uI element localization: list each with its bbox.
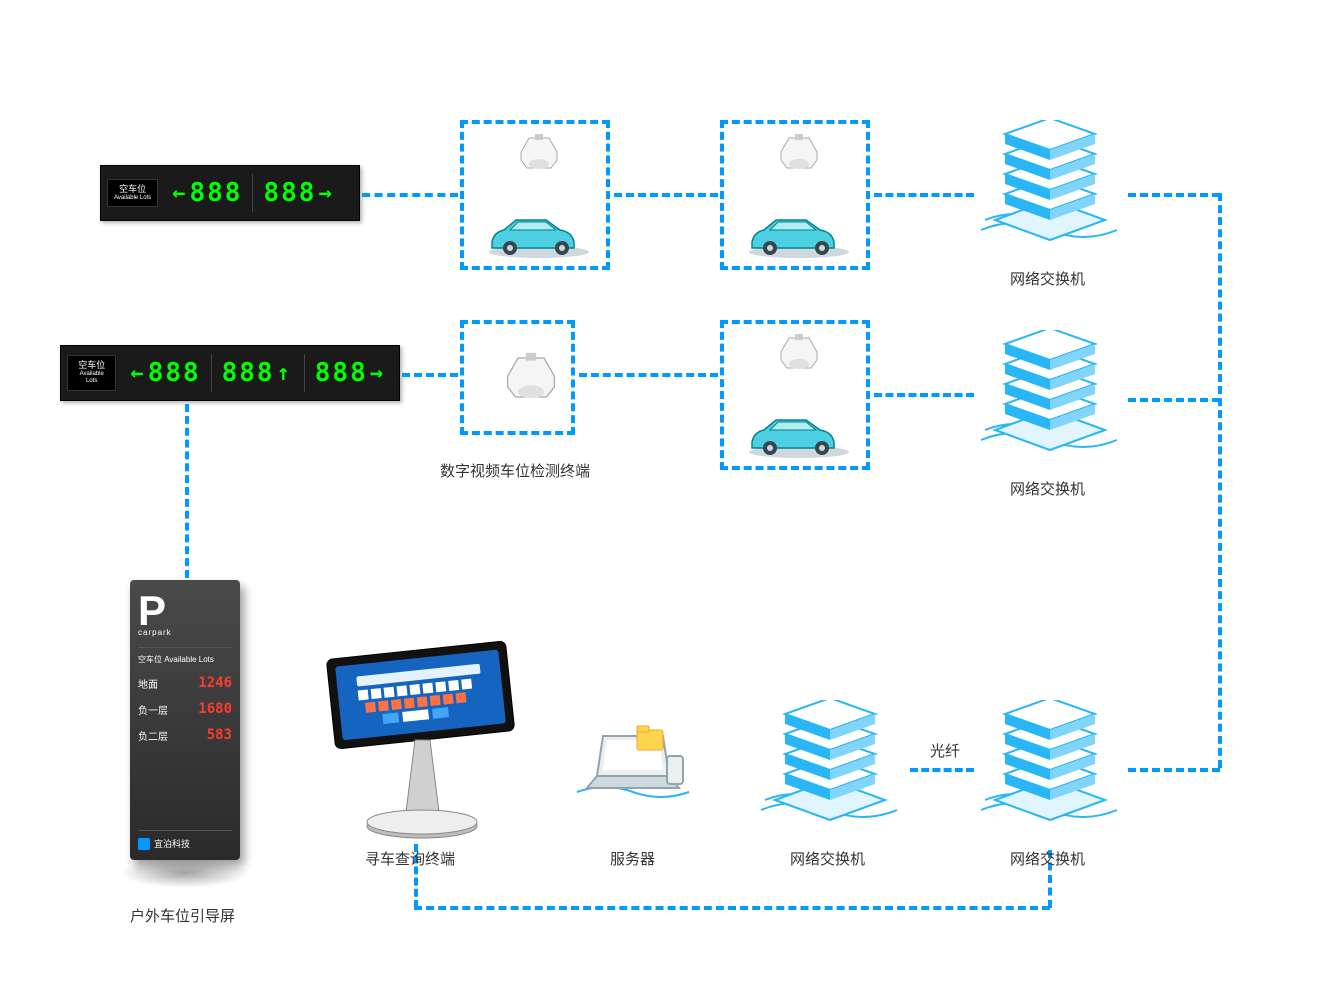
led-value: 888 bbox=[222, 358, 275, 388]
led-segment: 888 ↑ bbox=[216, 358, 300, 388]
connector-line bbox=[185, 404, 189, 578]
divider bbox=[304, 354, 305, 392]
network-switch-icon bbox=[975, 330, 1125, 470]
connector-line bbox=[1128, 398, 1220, 402]
brand-text: 宜泊科技 bbox=[154, 837, 190, 850]
connector-line bbox=[1128, 768, 1220, 772]
led-title-cn: 空车位 bbox=[74, 360, 109, 371]
server-icon bbox=[575, 720, 695, 820]
connector-line bbox=[874, 193, 974, 197]
led-segment: 888 → bbox=[257, 178, 341, 208]
led-value: 888 bbox=[315, 358, 368, 388]
p-row-value: 1246 bbox=[198, 675, 232, 691]
sign-shadow bbox=[120, 858, 250, 888]
sensor-icon bbox=[464, 324, 579, 439]
led-value: 888 bbox=[190, 178, 243, 208]
divider bbox=[211, 354, 212, 392]
label-network-switch: 网络交换机 bbox=[1010, 268, 1085, 289]
detection-box bbox=[460, 120, 610, 270]
detection-box bbox=[720, 320, 870, 470]
sensor-car-icon bbox=[464, 124, 614, 274]
led-segment: ← 888 bbox=[122, 358, 206, 388]
p-row: 负一层 1680 bbox=[138, 701, 232, 717]
network-switch-icon bbox=[975, 700, 1125, 840]
led-title-en: Available Lots bbox=[114, 195, 151, 202]
connector-line bbox=[402, 373, 458, 377]
label-fiber: 光纤 bbox=[930, 740, 960, 761]
p-row-value: 1680 bbox=[198, 701, 232, 717]
led-title-en: Available Lots bbox=[74, 371, 109, 385]
p-row: 地面 1246 bbox=[138, 675, 232, 691]
arrow-left-icon: ← bbox=[130, 361, 145, 386]
led-label: 空车位 Available Lots bbox=[67, 355, 116, 390]
kiosk-icon bbox=[320, 640, 520, 840]
label-network-switch: 网络交换机 bbox=[1010, 478, 1085, 499]
led-panel-small: 空车位 Available Lots ← 888 888 → bbox=[100, 165, 360, 221]
arrow-up-icon: ↑ bbox=[277, 361, 292, 386]
label-outdoor-sign: 户外车位引导屏 bbox=[130, 905, 235, 926]
p-row: 负二层 583 bbox=[138, 727, 232, 743]
connector-line bbox=[614, 193, 718, 197]
p-row-label: 负二层 bbox=[138, 728, 168, 743]
detection-box bbox=[720, 120, 870, 270]
network-switch-icon bbox=[755, 700, 905, 840]
label-server: 服务器 bbox=[610, 848, 655, 869]
led-label: 空车位 Available Lots bbox=[107, 179, 158, 207]
p-letter: P bbox=[138, 590, 232, 632]
p-row-label: 负一层 bbox=[138, 702, 168, 717]
network-switch-icon bbox=[975, 120, 1125, 260]
outdoor-sign: P carpark 空车位 Available Lots 地面 1246 负一层… bbox=[130, 580, 240, 860]
divider bbox=[252, 174, 253, 212]
arrow-right-icon: → bbox=[318, 181, 333, 206]
connector-line bbox=[1218, 193, 1222, 768]
connector-line bbox=[874, 393, 974, 397]
led-panel-large: 空车位 Available Lots ← 888 888 ↑ 888 → bbox=[60, 345, 400, 401]
detection-box-small bbox=[460, 320, 575, 435]
p-row-label: 地面 bbox=[138, 676, 158, 691]
connector-line bbox=[910, 768, 974, 772]
connector-line bbox=[1128, 193, 1220, 197]
p-row-value: 583 bbox=[207, 727, 232, 743]
p-brand: 宜泊科技 bbox=[138, 830, 232, 850]
arrow-right-icon: → bbox=[370, 361, 385, 386]
sensor-car-icon bbox=[724, 124, 874, 274]
led-segment: ← 888 bbox=[164, 178, 248, 208]
connector-line bbox=[362, 193, 458, 197]
p-available-label: 空车位 Available Lots bbox=[138, 647, 232, 665]
label-network-switch: 网络交换机 bbox=[790, 848, 865, 869]
label-kiosk: 寻车查询终端 bbox=[365, 848, 455, 869]
label-network-switch: 网络交换机 bbox=[1010, 848, 1085, 869]
brand-icon bbox=[138, 838, 150, 850]
led-title-cn: 空车位 bbox=[114, 184, 151, 195]
led-segment: 888 → bbox=[309, 358, 393, 388]
connector-line bbox=[579, 373, 718, 377]
led-value: 888 bbox=[263, 178, 316, 208]
p-subtitle: carpark bbox=[138, 628, 232, 637]
label-detection-terminal: 数字视频车位检测终端 bbox=[440, 460, 590, 481]
connector-line bbox=[414, 906, 1050, 910]
led-value: 888 bbox=[148, 358, 201, 388]
sensor-car-icon bbox=[724, 324, 874, 474]
arrow-left-icon: ← bbox=[172, 181, 187, 206]
